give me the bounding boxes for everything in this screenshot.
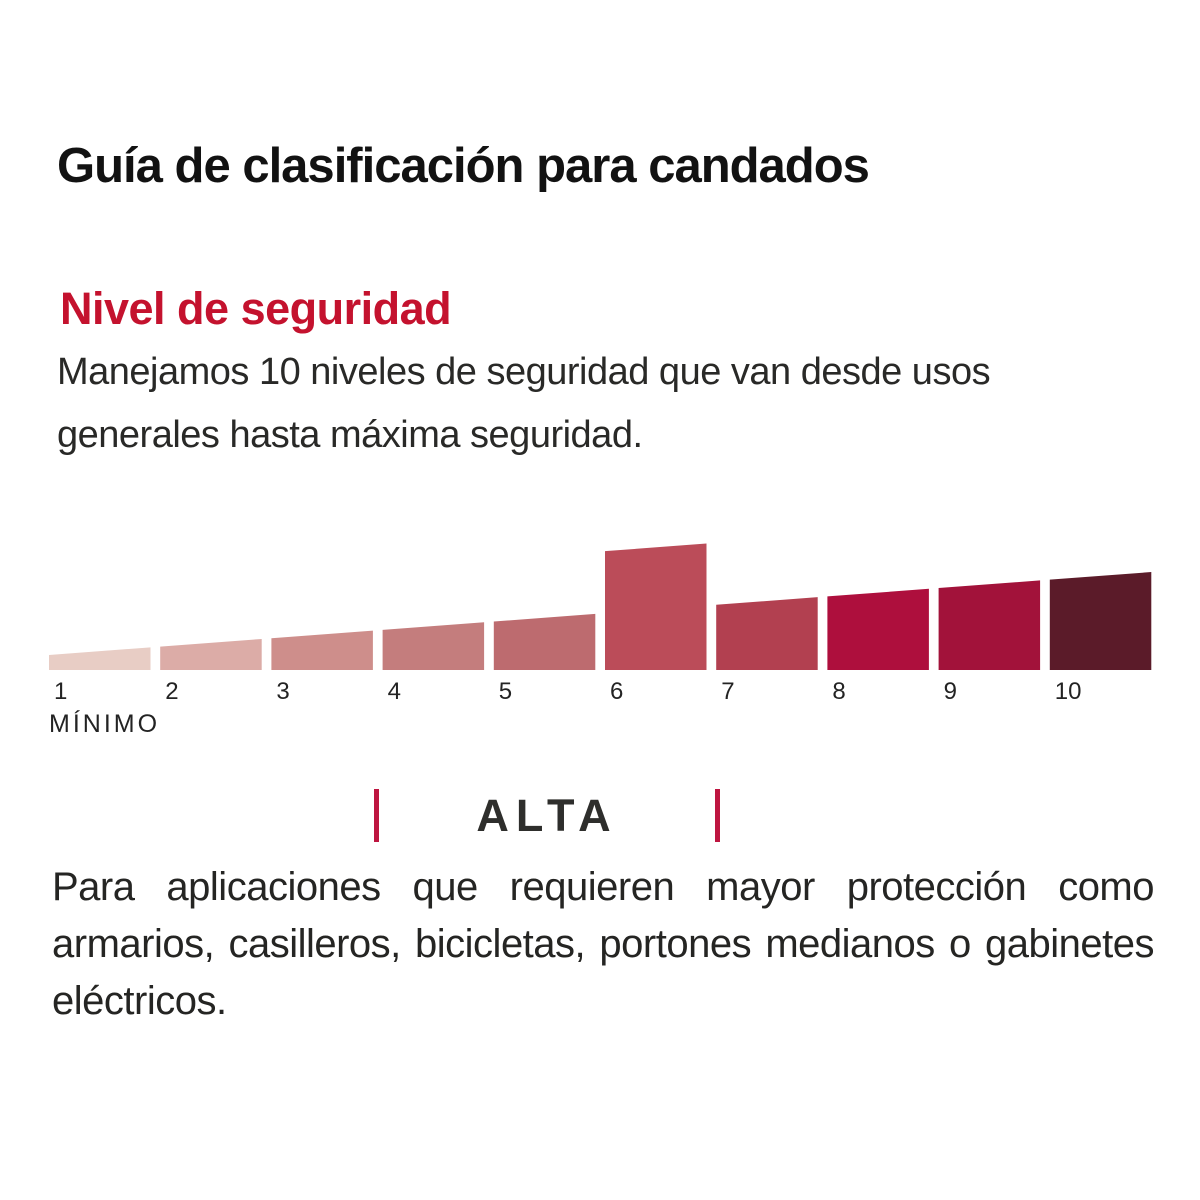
x-tick-label-10: 10 [1055,678,1082,705]
range-start-tick [374,789,379,842]
bar-level-6 [605,543,707,670]
bar-level-5 [493,613,596,670]
security-level-bar-chart: MÍNIMO 1 2 3 4 5 6 7 8 9 10 [49,543,1152,738]
minimum-axis-label: MÍNIMO [49,709,160,738]
range-label: ALTA [476,790,618,841]
bar-level-4 [382,622,485,670]
x-tick-label-2: 2 [165,678,178,705]
x-tick-label-1: 1 [54,678,67,705]
x-tick-label-3: 3 [276,678,289,705]
x-tick-label-9: 9 [944,678,957,705]
security-level-heading: Nivel de seguridad [60,283,452,334]
range-end-tick [715,789,720,842]
x-tick-label-4: 4 [388,678,401,705]
applications-paragraph: Para aplicaciones que requieren mayor pr… [52,865,1155,1023]
x-tick-label-7: 7 [721,678,734,705]
bar-level-2 [160,638,262,670]
bar-level-7 [716,597,818,670]
bar-level-9 [938,580,1041,670]
x-tick-label-6: 6 [610,678,623,705]
bar-level-8 [827,588,929,670]
bar-level-10 [1049,572,1152,670]
security-level-description: Manejamos 10 niveles de seguridad que va… [57,351,991,456]
x-tick-label-5: 5 [499,678,512,705]
bar-level-3 [271,630,373,670]
page-title: Guía de clasificación para candados [57,139,870,193]
bar-level-1 [49,647,151,670]
x-tick-label-8: 8 [832,678,845,705]
alta-range-marker: ALTA [374,789,720,842]
